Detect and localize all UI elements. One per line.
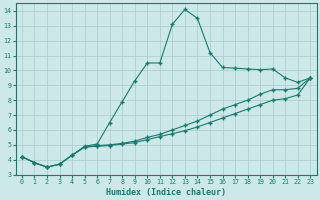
X-axis label: Humidex (Indice chaleur): Humidex (Indice chaleur) [106,188,226,197]
